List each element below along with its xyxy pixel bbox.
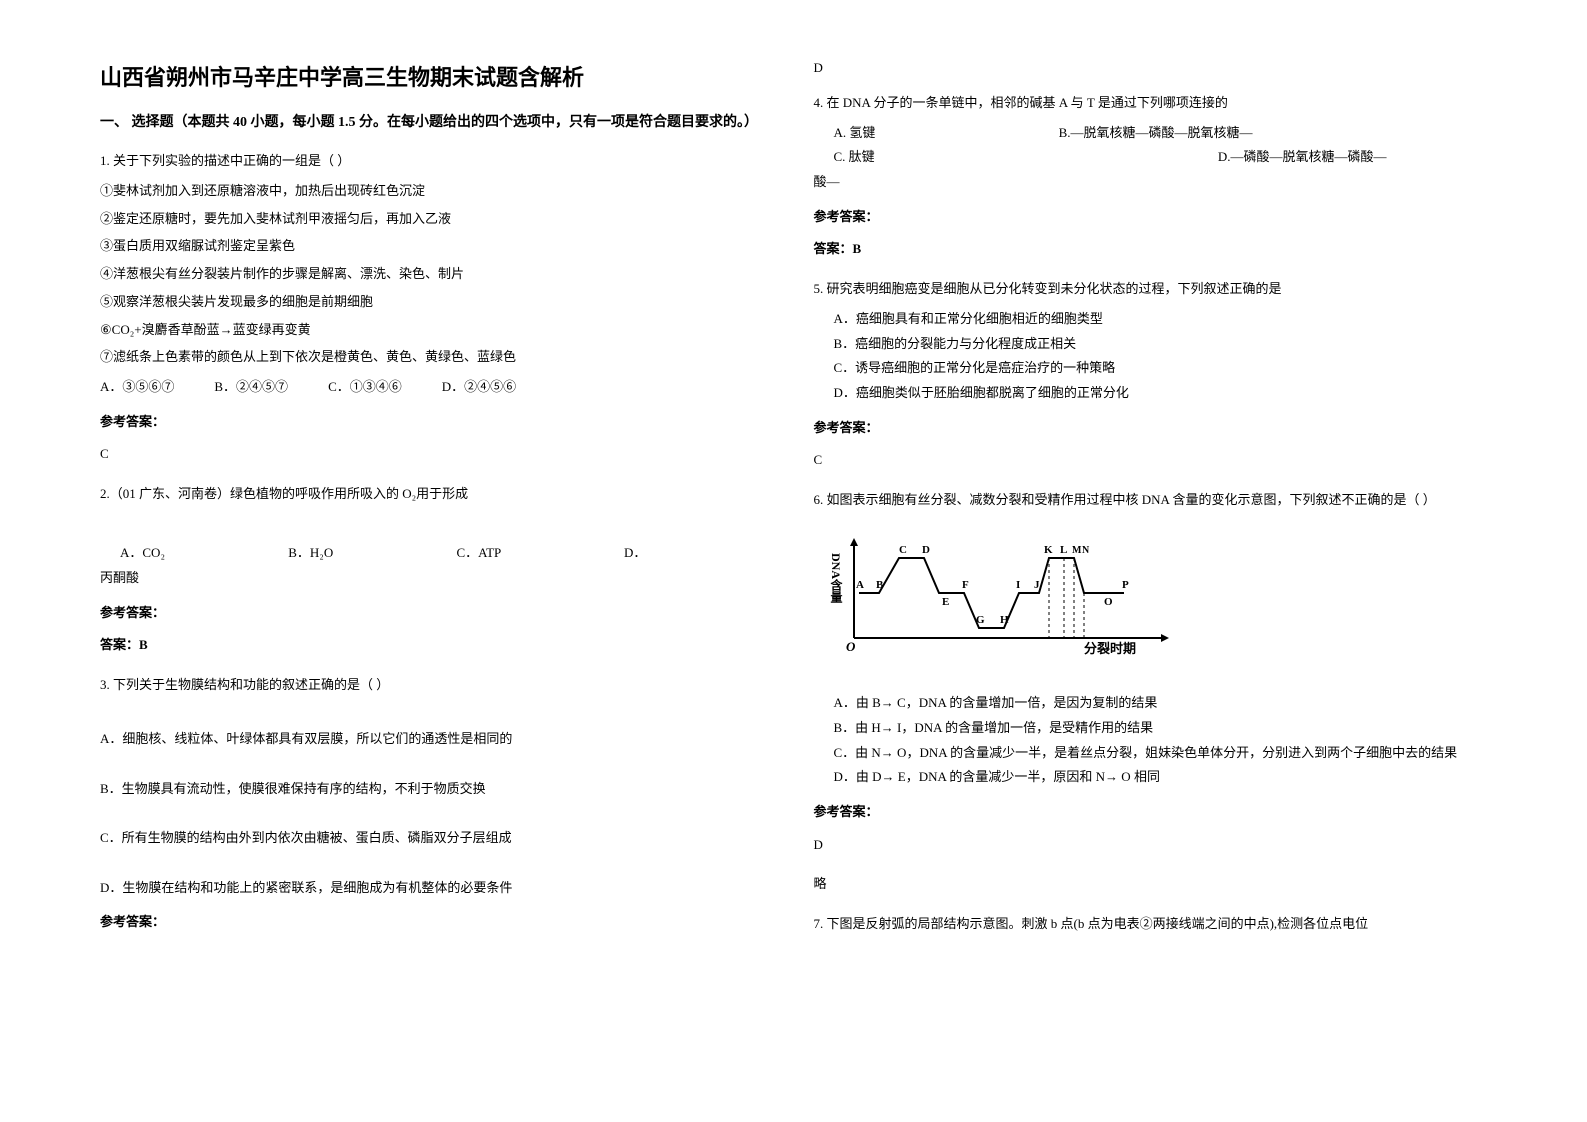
question-5: 5. 研究表明细胞癌变是细胞从已分化转变到未分化状态的过程，下列叙述正确的是 A…	[814, 277, 1488, 473]
section-1-header: 一、 选择题（本题共 40 小题，每小题 1.5 分。在每小题给出的四个选项中，…	[100, 112, 774, 134]
document-title: 山西省朔州市马辛庄中学高三生物期末试题含解析	[100, 60, 774, 92]
q4-stem: 4. 在 DNA 分子的一条单链中，相邻的碱基 A 与 T 是通过下列哪项连接的	[814, 91, 1488, 116]
q3-stem: 3. 下列关于生物膜结构和功能的叙述正确的是（ ）	[100, 673, 774, 698]
lbl-m: M	[1072, 545, 1082, 556]
q4-opt-d-tail: 酸—	[814, 170, 1488, 195]
q1-item-3: ③蛋白质用双缩脲试剂鉴定呈紫色	[100, 234, 774, 259]
right-column: D 4. 在 DNA 分子的一条单链中，相邻的碱基 A 与 T 是通过下列哪项连…	[794, 60, 1508, 1062]
q4-opt-d: D.—磷酸—脱氧核糖—磷酸—	[1218, 149, 1387, 164]
q6-stem: 6. 如图表示细胞有丝分裂、减数分裂和受精作用过程中核 DNA 含量的变化示意图…	[814, 488, 1488, 513]
q2-opt-c: C．ATP	[456, 545, 500, 560]
q3-opt-d: D．生物膜在结构和功能上的紧密联系，是细胞成为有机整体的必要条件	[100, 876, 774, 901]
lbl-k: K	[1044, 544, 1053, 556]
question-6: 6. 如图表示细胞有丝分裂、减数分裂和受精作用过程中核 DNA 含量的变化示意图…	[814, 488, 1488, 897]
q1-item-2: ②鉴定还原糖时，要先加入斐林试剂甲液摇匀后，再加入乙液	[100, 207, 774, 232]
q4-opt-c: C. 肽键	[814, 149, 875, 164]
q1-opt-b: B．②④⑤⑦	[214, 375, 288, 400]
lbl-p: P	[1122, 579, 1129, 591]
q5-opt-c: C．诱导癌细胞的正常分化是癌症治疗的一种策略	[814, 356, 1488, 381]
lbl-b: B	[876, 579, 884, 591]
chart-xlabel: 分裂时期	[1084, 641, 1136, 656]
lbl-i: I	[1016, 579, 1020, 591]
lbl-h: H	[1000, 614, 1009, 626]
q4-options: A. 氢键 B.—脱氧核糖—磷酸—脱氧核糖— C. 肽键 D.—磷酸—脱氧核糖—…	[814, 121, 1488, 170]
x-axis-arrow	[1161, 634, 1169, 642]
dna-chart-svg: DNA含量 O A B C	[824, 533, 1184, 663]
q5-opt-b: B．癌细胞的分裂能力与分化程度成正相关	[814, 332, 1488, 357]
q7-stem: 7. 下图是反射弧的局部结构示意图。刺激 b 点(b 点为电表②两接线端之间的中…	[814, 912, 1488, 937]
q4-opt-a: A. 氢键	[814, 125, 876, 140]
q6-opt-b: B．由 H→ I，DNA 的含量增加一倍，是受精作用的结果	[814, 716, 1488, 741]
left-column: 山西省朔州市马辛庄中学高三生物期末试题含解析 一、 选择题（本题共 40 小题，…	[80, 60, 794, 1062]
q3-opt-b: B．生物膜具有流动性，使膜很难保持有序的结构，不利于物质交换	[100, 777, 774, 802]
chart-ylabel: DNA含量	[829, 553, 843, 603]
q1-opt-a: A．③⑤⑥⑦	[100, 375, 174, 400]
q1-ref: 参考答案：	[100, 410, 774, 435]
q4-ref: 参考答案：	[814, 205, 1488, 230]
q3-opt-c: C．所有生物膜的结构由外到内依次由糖被、蛋白质、磷脂双分子层组成	[100, 826, 774, 851]
q1-item-6: ⑥CO₂+溴麝香草酚蓝→蓝变绿再变黄	[100, 318, 774, 343]
q1-item-1: ①斐林试剂加入到还原糖溶液中，加热后出现砖红色沉淀	[100, 179, 774, 204]
q2-ref: 参考答案：	[100, 601, 774, 626]
q3-answer: D	[814, 60, 1488, 76]
q1-stem: 1. 关于下列实验的描述中正确的一组是（ ）	[100, 149, 774, 174]
lbl-c: C	[899, 544, 907, 556]
q2-stem: 2.（01 广东、河南卷）绿色植物的呼吸作用所吸入的 O₂用于形成	[100, 482, 774, 507]
q4-answer: 答案：B	[814, 237, 1488, 262]
origin-label: O	[846, 639, 856, 654]
question-2: 2.（01 广东、河南卷）绿色植物的呼吸作用所吸入的 O₂用于形成 A．CO₂ …	[100, 482, 774, 658]
q5-answer: C	[814, 448, 1488, 473]
q6-ref: 参考答案：	[814, 800, 1488, 825]
lbl-j: J	[1034, 579, 1040, 591]
q2-opt-d-text: 丙酮酸	[100, 566, 774, 591]
q1-item-4: ④洋葱根尖有丝分裂装片制作的步骤是解离、漂洗、染色、制片	[100, 262, 774, 287]
q1-opt-d: D．②④⑤⑥	[442, 375, 516, 400]
q2-opt-b: B．H₂O	[288, 545, 333, 560]
q2-opt-a: A．CO₂	[100, 545, 165, 560]
q1-answer: C	[100, 442, 774, 467]
lbl-d: D	[922, 544, 930, 556]
dna-chart: DNA含量 O A B C	[814, 523, 1488, 682]
q2-answer: 答案：B	[100, 633, 774, 658]
q5-stem: 5. 研究表明细胞癌变是细胞从已分化转变到未分化状态的过程，下列叙述正确的是	[814, 277, 1488, 302]
y-axis-arrow	[850, 538, 858, 546]
q5-ref: 参考答案：	[814, 416, 1488, 441]
question-7: 7. 下图是反射弧的局部结构示意图。刺激 b 点(b 点为电表②两接线端之间的中…	[814, 912, 1488, 937]
q1-item-7: ⑦滤纸条上色素带的颜色从上到下依次是橙黄色、黄色、黄绿色、蓝绿色	[100, 345, 774, 370]
q1-item-5: ⑤观察洋葱根尖装片发现最多的细胞是前期细胞	[100, 290, 774, 315]
q6-opt-c: C．由 N→ O，DNA 的含量减少一半，是着丝点分裂，姐妹染色单体分开，分别进…	[814, 741, 1488, 766]
lbl-n: N	[1082, 545, 1090, 556]
lbl-f: F	[962, 579, 969, 591]
q3-ref: 参考答案：	[100, 910, 774, 935]
q5-opt-a: A．癌细胞具有和正常分化细胞相近的细胞类型	[814, 307, 1488, 332]
lbl-l: L	[1060, 544, 1067, 556]
lbl-e: E	[942, 596, 949, 608]
q1-options: A．③⑤⑥⑦ B．②④⑤⑦ C．①③④⑥ D．②④⑤⑥	[100, 375, 774, 400]
question-3: 3. 下列关于生物膜结构和功能的叙述正确的是（ ） A．细胞核、线粒体、叶绿体都…	[100, 673, 774, 935]
q6-extra: 略	[814, 872, 1488, 897]
q3-opt-a: A．细胞核、线粒体、叶绿体都具有双层膜，所以它们的通透性是相同的	[100, 727, 774, 752]
lbl-g: G	[976, 614, 985, 626]
q4-opt-b: B.—脱氧核糖—磷酸—脱氧核糖—	[1059, 125, 1253, 140]
q5-opt-d: D．癌细胞类似于胚胎细胞都脱离了细胞的正常分化	[814, 381, 1488, 406]
q6-answer: D	[814, 833, 1488, 858]
q2-options: A．CO₂ B．H₂O C．ATP D．	[100, 541, 774, 566]
q6-opt-a: A．由 B→ C，DNA 的含量增加一倍，是因为复制的结果	[814, 691, 1488, 716]
question-4: 4. 在 DNA 分子的一条单链中，相邻的碱基 A 与 T 是通过下列哪项连接的…	[814, 91, 1488, 262]
lbl-a: A	[856, 579, 864, 591]
lbl-o: O	[1104, 596, 1113, 608]
q1-opt-c: C．①③④⑥	[328, 375, 402, 400]
q2-opt-d-prefix: D．	[624, 545, 646, 560]
q6-opt-d: D．由 D→ E，DNA 的含量减少一半，原因和 N→ O 相同	[814, 765, 1488, 790]
question-1: 1. 关于下列实验的描述中正确的一组是（ ） ①斐林试剂加入到还原糖溶液中，加热…	[100, 149, 774, 467]
